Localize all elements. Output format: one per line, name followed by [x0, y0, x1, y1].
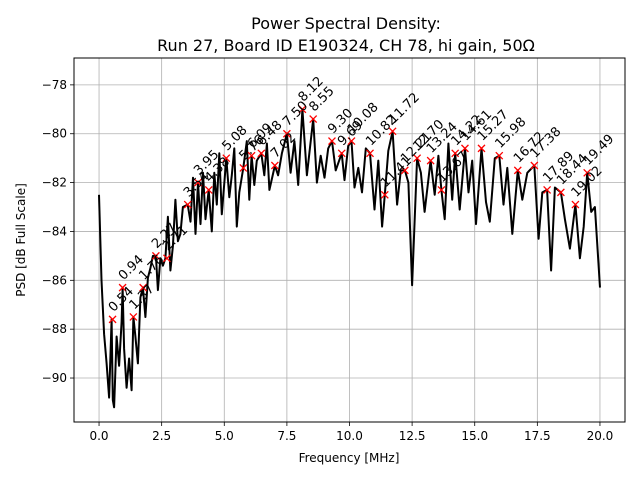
peak-marker: [347, 137, 356, 146]
y-tick-label: −88: [42, 322, 67, 336]
peak-marker: [194, 178, 202, 187]
peak-marker: [183, 200, 192, 209]
x-tick-label: 15.0: [461, 429, 488, 443]
peak-marker: [513, 166, 522, 175]
peak-marker: [257, 149, 266, 158]
peak-label: 11.72: [386, 90, 423, 127]
peak-marker: [460, 144, 469, 153]
y-tick-label: −84: [42, 224, 67, 238]
peak-marker: [477, 144, 486, 153]
grid-lines: [74, 58, 625, 422]
peak-marker: [400, 166, 409, 175]
series-group: [98, 108, 601, 409]
peak-marker: [583, 168, 592, 177]
peak-marker: [204, 185, 213, 194]
y-axis-ticks: −90 −88 −86 −84 −82 −80 −78: [42, 78, 74, 385]
peak-marker: [270, 161, 279, 170]
x-tick-label: 2.5: [152, 429, 171, 443]
peak-marker: [239, 163, 248, 172]
y-tick-label: −78: [42, 78, 67, 92]
peak-marker: [247, 151, 256, 160]
peak-marker: [118, 283, 127, 292]
peak-marker: [328, 137, 336, 146]
peak-marker: [388, 127, 397, 136]
x-axis-ticks: 0.0 2.5 5.0 7.5 10.0 12.5 15.0 17.5 20.0: [89, 422, 613, 443]
peak-marker: [139, 283, 148, 292]
y-tick-label: −90: [42, 371, 67, 385]
peak-markers: [108, 105, 592, 324]
peak-label: 19.49: [580, 132, 617, 169]
peak-marker: [530, 161, 539, 170]
peak-marker: [282, 129, 291, 138]
chart-title-line2: Run 27, Board ID E190324, CH 78, hi gain…: [157, 36, 535, 55]
peak-marker: [366, 149, 374, 158]
peak-label: 1.76: [136, 252, 167, 283]
peak-marker: [129, 312, 138, 321]
peak-marker: [451, 149, 460, 158]
x-tick-label: 7.5: [277, 429, 296, 443]
y-tick-label: −86: [42, 273, 67, 287]
peak-marker: [222, 154, 231, 163]
x-tick-label: 12.5: [399, 429, 426, 443]
peak-marker: [495, 151, 504, 160]
peak-marker: [337, 149, 346, 158]
peak-marker: [543, 185, 552, 194]
peak-marker: [309, 115, 318, 124]
peak-marker: [380, 190, 389, 199]
x-tick-label: 0.0: [89, 429, 108, 443]
y-axis-label: PSD [dB Full Scale]: [14, 183, 28, 297]
peak-marker: [437, 185, 446, 194]
x-tick-label: 17.5: [524, 429, 551, 443]
peak-marker: [413, 154, 422, 163]
peak-marker: [571, 200, 580, 209]
peak-labels: 0.540.941.371.762.272.713.543.954.385.08…: [106, 74, 618, 315]
peak-marker: [151, 251, 160, 260]
peak-marker: [426, 156, 435, 165]
peak-marker: [108, 315, 117, 324]
x-axis-label: Frequency [MHz]: [299, 451, 400, 465]
y-tick-label: −80: [42, 127, 67, 141]
x-tick-label: 10.0: [336, 429, 363, 443]
y-tick-label: −82: [42, 176, 67, 190]
chart-title-line1: Power Spectral Density:: [251, 14, 441, 33]
peak-marker: [556, 188, 565, 197]
peak-marker: [298, 105, 307, 114]
psd-line: [98, 108, 601, 409]
x-tick-label: 5.0: [215, 429, 234, 443]
peak-marker: [162, 254, 171, 263]
peak-label: 1.37: [127, 282, 158, 313]
x-tick-label: 20.0: [587, 429, 614, 443]
